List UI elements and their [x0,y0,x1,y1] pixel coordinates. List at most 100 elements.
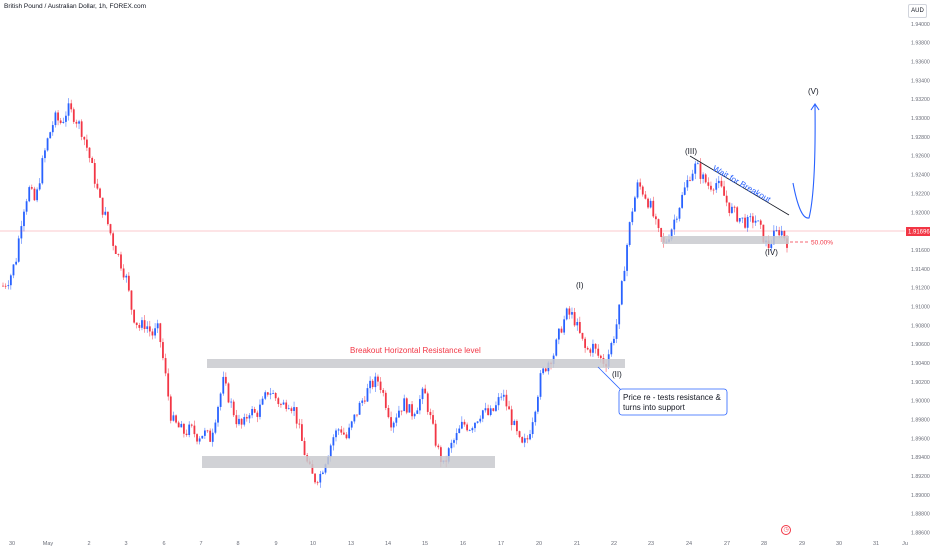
candle-body [678,207,681,219]
candle-body [731,206,733,213]
time-tick-label: 17 [498,541,504,547]
time-axis[interactable]: 30 May 2 3 6 7 8 9 10 13 14 15 16 17 20 21 22 23 24 27 28 29 3… [9,541,908,547]
candle-body [175,415,177,423]
time-tick-label: 14 [385,541,391,547]
candle-body [720,180,723,187]
candle-body [156,323,159,329]
time-tick-label: Ju [902,541,908,547]
candle-body [75,121,78,124]
candle-body [487,408,489,415]
candle-body [529,434,531,440]
price-axis[interactable]: 1.94000 1.93800 1.93600 1.93400 1.93200 1.930… [911,22,930,537]
candle-body [319,473,322,483]
currency-button[interactable]: AUD [908,4,927,18]
candle-body [539,373,542,397]
candle-body [342,432,345,435]
candle-body [345,434,348,439]
candle-body [332,437,335,446]
candle-body [356,414,358,416]
candle-body [426,393,429,412]
candle-body [508,406,510,410]
clock-icon[interactable]: ◷ [781,525,791,535]
candle-body [30,187,33,189]
time-tick-label: 27 [724,541,730,547]
candle-body [542,368,545,374]
candle-body [712,189,715,191]
price-tick-label: 1.93600 [911,60,930,66]
candle-body [65,115,67,122]
candle-body [466,424,469,431]
candle-body [59,120,62,123]
candle-body [164,358,167,374]
price-tick-label: 1.93000 [911,116,930,122]
time-tick-label: 3 [124,541,127,547]
candle-body [707,182,710,186]
candle-body [72,109,75,122]
price-tick-label: 1.93200 [911,97,930,103]
candle-body [392,422,395,428]
wave-iii-label: (III) [685,147,697,156]
candle-body [592,343,594,353]
candle-body [151,331,154,336]
retest-pointer [597,366,625,394]
time-tick-label: 23 [648,541,654,547]
candle-body [86,139,88,148]
candle-body [2,285,4,287]
time-tick-label: 2 [87,541,90,547]
candle-body [290,408,293,411]
time-tick-label: 31 [873,541,879,547]
candle-body [560,328,563,333]
candle-body [408,404,411,413]
candle-body [293,407,295,411]
candle-body [295,407,298,424]
wave-i-label: (I) [576,281,584,290]
candle-body [649,200,652,208]
time-tick-label: May [43,541,54,547]
candle-body [232,401,235,416]
candle-body [49,132,52,139]
retest-label-line1: Price re - tests resistance & [623,393,721,402]
candle-body [691,173,694,181]
candle-body [379,381,382,390]
candle-body [46,138,49,151]
candle-body [439,447,442,463]
candle-body [180,423,183,428]
candle-body [133,309,136,323]
candle-body [699,163,702,179]
candle-body [28,187,31,202]
price-tick-label: 1.93800 [911,41,930,47]
candle-body [117,254,120,255]
candle-body [733,206,736,208]
candle-body [285,402,288,409]
candle-body [311,464,314,474]
candle-body [704,174,707,183]
candle-body [41,158,44,184]
candle-body [738,218,741,222]
candle-body [159,323,162,343]
candle-body [172,415,175,421]
candle-body [261,398,264,405]
time-tick-label: 24 [686,541,692,547]
candle-body [88,147,91,158]
candle-body [576,322,579,326]
candle-body [681,194,684,208]
candle-body [122,268,125,278]
candle-body [405,398,408,413]
candle-body [101,197,104,215]
candle-body [492,408,495,411]
candle-body [780,230,783,236]
candle-body [243,417,246,425]
candle-body [324,464,327,473]
candle-body [599,355,602,358]
candle-body [463,421,466,425]
resistance-label: Breakout Horizontal Resistance level [350,346,481,355]
candle-body [647,198,649,208]
candle-body [644,194,647,199]
wave-iv-zone [662,236,789,244]
candle-body [489,408,492,415]
candle-body [416,410,419,414]
time-tick-label: 16 [460,541,466,547]
candle-body [476,421,479,423]
